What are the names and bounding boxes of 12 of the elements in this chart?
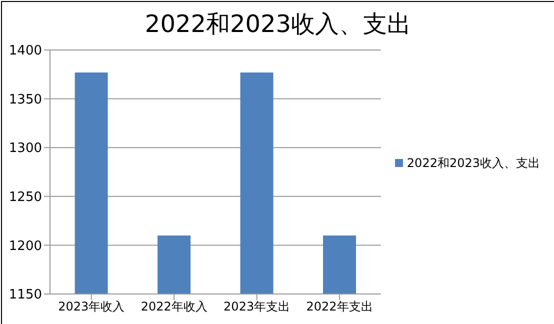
x-tick-label: 2022年收入 <box>140 300 208 314</box>
y-tick-label: 1350 <box>8 92 42 108</box>
chart-title: 2022和2023收入、支出 <box>144 9 412 40</box>
y-tick-label: 1200 <box>8 238 42 254</box>
x-tick-label: 2022年支出 <box>306 300 373 314</box>
legend-label: 2022和2023收入、支出 <box>406 156 540 170</box>
x-tick-label: 2023年支出 <box>224 300 290 314</box>
y-tick-label: 1400 <box>8 44 42 59</box>
y-tick-label: 1150 <box>8 288 42 303</box>
y-tick-label: 1250 <box>8 190 42 206</box>
y-tick-label: 1300 <box>8 141 42 156</box>
x-tick-label: 2023年收入 <box>58 300 125 314</box>
